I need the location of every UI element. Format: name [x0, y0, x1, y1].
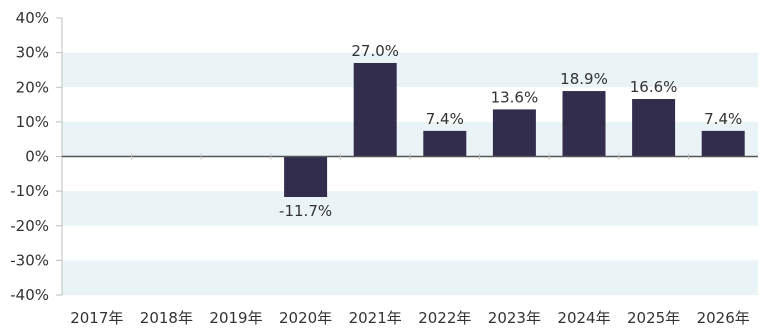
x-tick-label: 2025年 [627, 309, 680, 327]
y-axis: 40% 30% 20% 10% 0% -10% -20% -30% -40% [10, 9, 63, 304]
grid-band [62, 191, 758, 226]
bar [284, 156, 328, 198]
y-tick-label: 30% [16, 44, 49, 62]
y-tick-label: -30% [10, 251, 49, 269]
x-tick-label: 2020年 [279, 309, 332, 327]
bar [353, 63, 397, 157]
data-labels: -11.7% 27.0% 7.4% 13.6% 18.9% 16.6% 7.4% [279, 42, 742, 220]
bar-series [284, 63, 745, 198]
grid-band [62, 18, 758, 53]
bar-data-label: 18.9% [560, 70, 608, 88]
x-tick-label: 2024年 [557, 309, 610, 327]
bar-data-label: 7.4% [426, 110, 464, 128]
x-tick-label: 2026年 [697, 309, 750, 327]
bar-data-label: 7.4% [704, 110, 742, 128]
x-tick-label: 2021年 [349, 309, 402, 327]
bar-data-label: 16.6% [630, 78, 678, 96]
x-axis: 2017年 2018年 2019年 2020年 2021年 2022年 2023年 2024年… [70, 309, 750, 327]
bar-data-label: 27.0% [351, 42, 399, 60]
bar [701, 130, 745, 157]
bar [492, 109, 536, 157]
bar-data-label: -11.7% [279, 202, 332, 220]
y-tick-label: 10% [16, 113, 49, 131]
grid-band [62, 52, 758, 88]
grid-band [62, 225, 758, 261]
grid-band [62, 260, 758, 295]
bar [423, 130, 467, 157]
x-tick-label: 2022年 [418, 309, 471, 327]
y-tick-label: -10% [10, 182, 49, 200]
x-tick-label: 2023年 [488, 309, 541, 327]
bar-data-label: 13.6% [491, 88, 539, 106]
x-tick-label: 2018年 [140, 309, 193, 327]
x-tick-label: 2017年 [70, 309, 123, 327]
y-tick-label: 20% [16, 78, 49, 96]
y-tick-label: 0% [25, 148, 49, 166]
grid-band [62, 156, 758, 192]
y-tick-label: -40% [10, 286, 49, 304]
y-tick-label: -20% [10, 217, 49, 235]
bar [562, 91, 606, 157]
x-tick-label: 2019年 [209, 309, 262, 327]
zero-axis [62, 153, 758, 160]
y-tick-label: 40% [16, 9, 49, 27]
bar [632, 99, 676, 157]
